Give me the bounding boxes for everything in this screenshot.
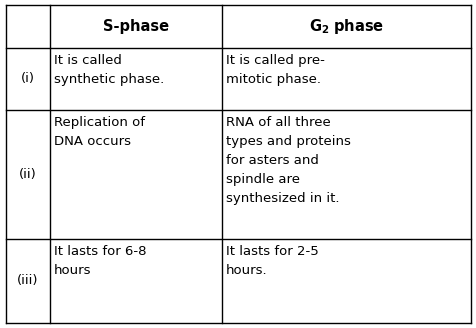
Text: S-phase: S-phase <box>103 19 169 34</box>
Text: (i): (i) <box>21 72 35 85</box>
Text: It lasts for 6-8
hours: It lasts for 6-8 hours <box>54 245 146 277</box>
Text: (iii): (iii) <box>17 275 39 287</box>
Text: It lasts for 2-5
hours.: It lasts for 2-5 hours. <box>226 245 318 277</box>
Text: It is called pre-
mitotic phase.: It is called pre- mitotic phase. <box>226 54 324 87</box>
Text: RNA of all three
types and proteins
for asters and
spindle are
synthesized in it: RNA of all three types and proteins for … <box>226 116 350 205</box>
Text: It is called
synthetic phase.: It is called synthetic phase. <box>54 54 164 87</box>
Text: $\mathbf{G_2}$ $\mathbf{phase}$: $\mathbf{G_2}$ $\mathbf{phase}$ <box>308 17 384 36</box>
Text: Replication of
DNA occurs: Replication of DNA occurs <box>54 116 144 149</box>
Text: (ii): (ii) <box>19 168 37 181</box>
